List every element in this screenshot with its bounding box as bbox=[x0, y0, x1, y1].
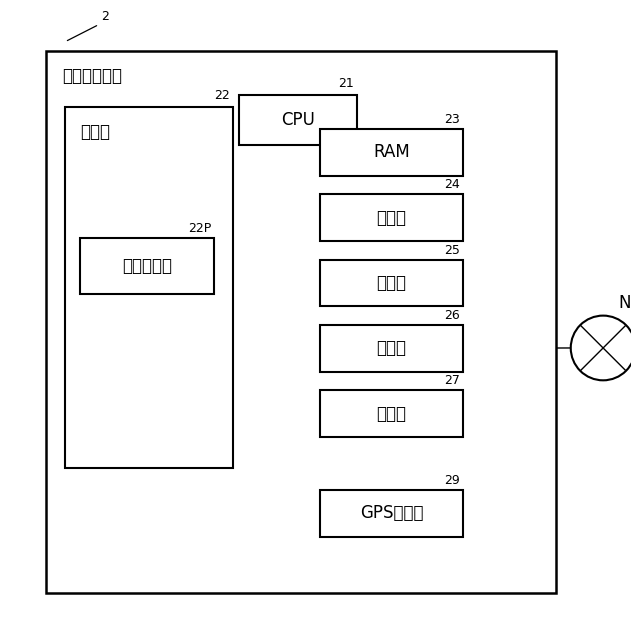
Bar bbox=[320, 129, 463, 176]
Text: 表示部: 表示部 bbox=[376, 274, 406, 292]
Text: N: N bbox=[618, 294, 630, 312]
Text: CPU: CPU bbox=[282, 111, 315, 129]
Text: プログラム: プログラム bbox=[122, 257, 172, 275]
Text: 記憶部: 記憶部 bbox=[81, 122, 111, 141]
Text: 入力部: 入力部 bbox=[376, 209, 406, 227]
Text: 2: 2 bbox=[101, 10, 109, 23]
Text: 26: 26 bbox=[444, 309, 460, 322]
Bar bbox=[65, 107, 233, 468]
Text: GPS受信部: GPS受信部 bbox=[360, 504, 423, 522]
Bar bbox=[320, 490, 463, 536]
Circle shape bbox=[571, 316, 636, 381]
Text: 携帯端末装置: 携帯端末装置 bbox=[62, 67, 122, 85]
Text: 通信部: 通信部 bbox=[376, 339, 406, 357]
Text: 24: 24 bbox=[444, 178, 460, 191]
Text: 22: 22 bbox=[214, 89, 230, 102]
Text: 受信部: 受信部 bbox=[376, 404, 406, 422]
Bar bbox=[320, 194, 463, 241]
Bar bbox=[320, 259, 463, 306]
Text: 25: 25 bbox=[444, 244, 460, 256]
Text: 23: 23 bbox=[444, 113, 460, 126]
Bar bbox=[239, 95, 357, 144]
Bar bbox=[46, 51, 556, 592]
Text: 27: 27 bbox=[444, 374, 460, 387]
Bar bbox=[81, 238, 214, 294]
Text: 22P: 22P bbox=[188, 222, 211, 235]
Bar bbox=[320, 390, 463, 437]
Text: 29: 29 bbox=[444, 474, 460, 487]
Text: 21: 21 bbox=[339, 77, 354, 90]
Bar bbox=[320, 325, 463, 372]
Text: RAM: RAM bbox=[373, 143, 410, 161]
